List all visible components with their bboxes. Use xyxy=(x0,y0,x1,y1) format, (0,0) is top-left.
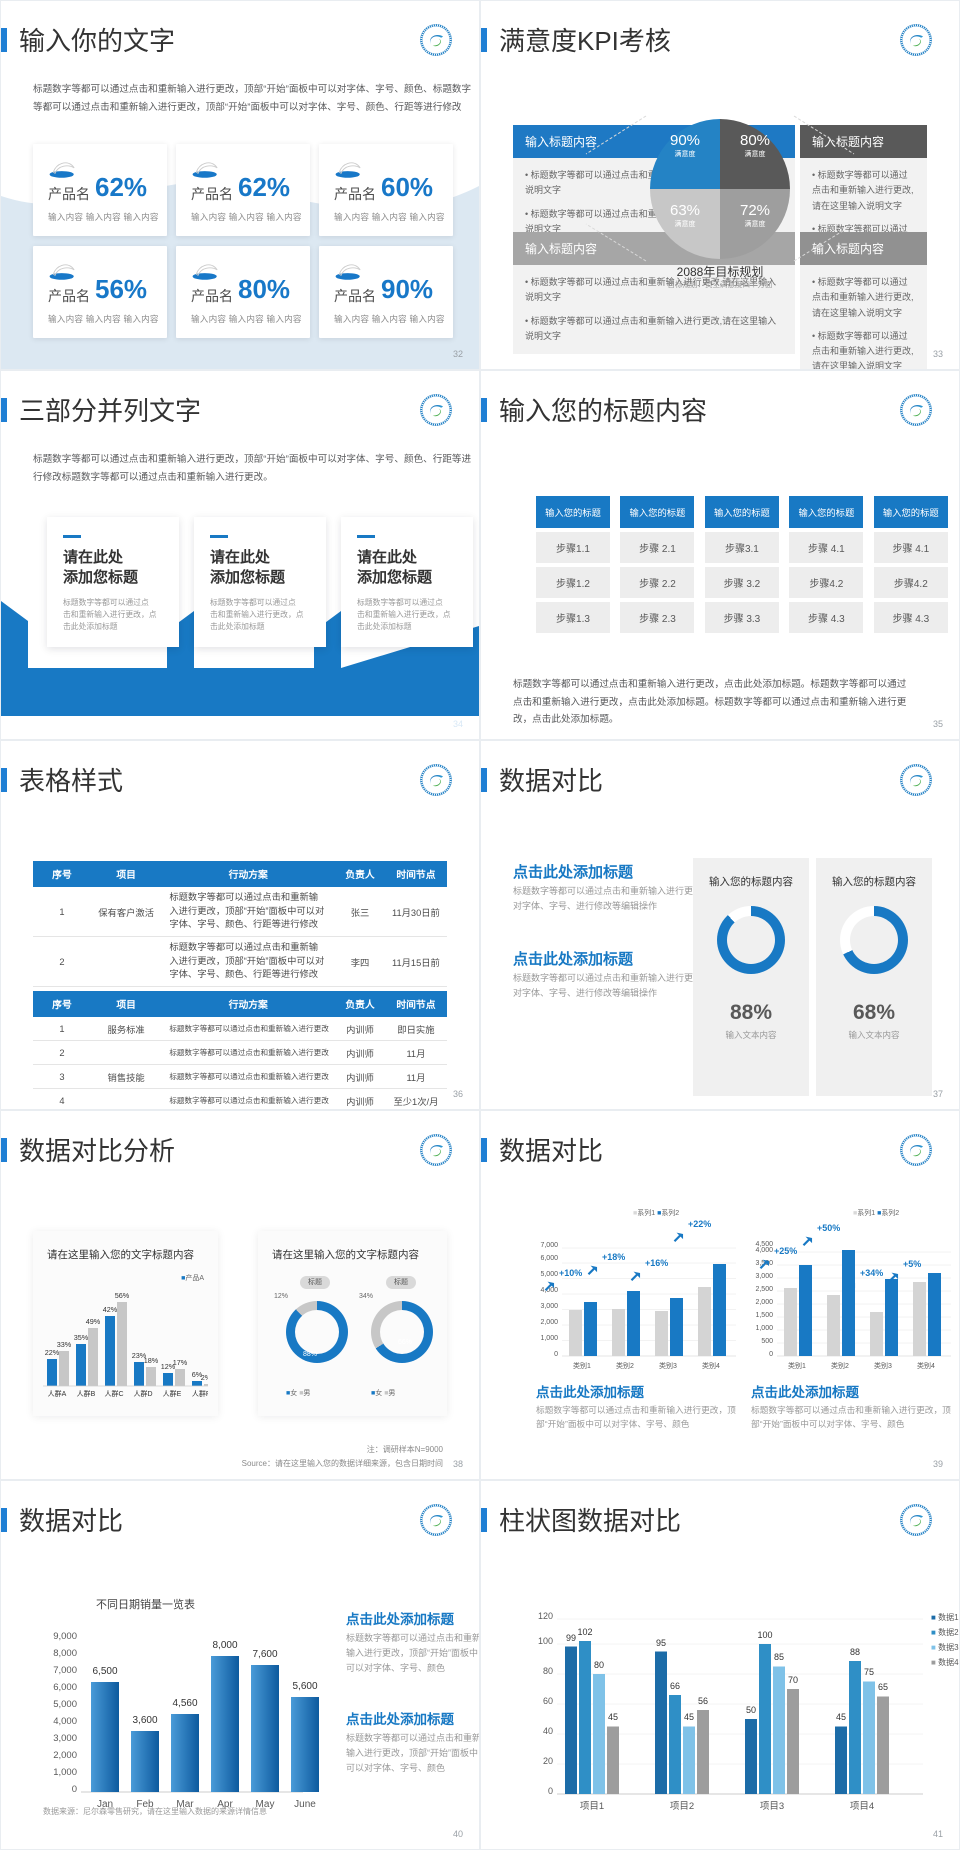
svg-text:1,000: 1,000 xyxy=(53,1767,77,1778)
svg-text:项目4: 项目4 xyxy=(850,1801,874,1812)
svg-text:类别3: 类别3 xyxy=(874,1361,892,1370)
svg-text:100: 100 xyxy=(757,1630,772,1640)
svg-text:5,600: 5,600 xyxy=(292,1681,317,1692)
svg-text:1,000: 1,000 xyxy=(540,1335,558,1342)
svg-text:人群B: 人群B xyxy=(77,1389,96,1398)
svg-text:6,000: 6,000 xyxy=(53,1682,77,1693)
svg-text:45: 45 xyxy=(608,1712,618,1722)
svg-text:70: 70 xyxy=(788,1675,798,1685)
svg-text:100: 100 xyxy=(538,1636,553,1646)
svg-text:类别2: 类别2 xyxy=(616,1361,634,1370)
svg-text:类别1: 类别1 xyxy=(788,1361,806,1370)
svg-text:8,000: 8,000 xyxy=(212,1640,237,1651)
svg-text:类别1: 类别1 xyxy=(573,1361,591,1370)
svg-text:3,600: 3,600 xyxy=(132,1715,157,1726)
svg-text:500: 500 xyxy=(761,1338,773,1345)
svg-text:7,600: 7,600 xyxy=(252,1649,277,1660)
svg-text:3,000: 3,000 xyxy=(53,1733,77,1744)
svg-text:人群D: 人群D xyxy=(133,1389,152,1398)
svg-text:66: 66 xyxy=(670,1681,680,1691)
svg-text:45: 45 xyxy=(836,1712,846,1722)
svg-text:3,000: 3,000 xyxy=(540,1303,558,1310)
svg-text:1,500: 1,500 xyxy=(755,1312,773,1319)
svg-text:17%: 17% xyxy=(173,1358,188,1367)
svg-text:99: 99 xyxy=(566,1633,576,1643)
svg-text:56%: 56% xyxy=(115,1291,130,1300)
svg-text:85: 85 xyxy=(774,1652,784,1662)
svg-text:类别4: 类别4 xyxy=(702,1361,720,1370)
svg-text:4,000: 4,000 xyxy=(755,1247,773,1254)
svg-text:5,000: 5,000 xyxy=(540,1271,558,1278)
svg-text:56: 56 xyxy=(698,1696,708,1706)
svg-text:60: 60 xyxy=(543,1696,553,1706)
svg-text:88: 88 xyxy=(850,1647,860,1657)
svg-text:人群C: 人群C xyxy=(104,1389,123,1398)
svg-text:49%: 49% xyxy=(86,1317,101,1326)
svg-text:4,560: 4,560 xyxy=(172,1698,197,1709)
svg-text:9,000: 9,000 xyxy=(53,1631,77,1642)
svg-text:4,500: 4,500 xyxy=(755,1241,773,1248)
svg-text:80: 80 xyxy=(594,1660,604,1670)
svg-text:6,000: 6,000 xyxy=(540,1255,558,1262)
svg-text:3,000: 3,000 xyxy=(755,1273,773,1280)
svg-text:人群E: 人群E xyxy=(163,1389,182,1398)
svg-text:类别3: 类别3 xyxy=(659,1361,677,1370)
svg-text:0: 0 xyxy=(769,1351,773,1358)
svg-text:6,500: 6,500 xyxy=(92,1666,117,1677)
svg-text:2,500: 2,500 xyxy=(755,1286,773,1293)
svg-text:2,000: 2,000 xyxy=(53,1750,77,1761)
svg-text:80: 80 xyxy=(543,1666,553,1676)
svg-text:项目2: 项目2 xyxy=(670,1801,694,1812)
svg-text:2,000: 2,000 xyxy=(755,1299,773,1306)
svg-text:120: 120 xyxy=(538,1611,553,1621)
svg-text:5,000: 5,000 xyxy=(53,1699,77,1710)
svg-text:65: 65 xyxy=(878,1682,888,1692)
svg-text:项目1: 项目1 xyxy=(580,1801,604,1812)
svg-text:人群F: 人群F xyxy=(192,1389,208,1398)
svg-text:7,000: 7,000 xyxy=(53,1665,77,1676)
svg-text:18%: 18% xyxy=(144,1356,159,1365)
svg-text:2%: 2% xyxy=(201,1373,208,1382)
svg-text:项目3: 项目3 xyxy=(760,1801,784,1812)
svg-text:102: 102 xyxy=(577,1627,592,1637)
svg-text:7,000: 7,000 xyxy=(540,1242,558,1249)
svg-text:0: 0 xyxy=(548,1786,553,1796)
svg-text:4,000: 4,000 xyxy=(53,1716,77,1727)
svg-text:人群A: 人群A xyxy=(48,1389,67,1398)
svg-text:类别2: 类别2 xyxy=(831,1361,849,1370)
svg-text:33%: 33% xyxy=(57,1340,72,1349)
svg-text:2,000: 2,000 xyxy=(540,1319,558,1326)
svg-text:75: 75 xyxy=(864,1667,874,1677)
svg-text:35%: 35% xyxy=(74,1333,89,1342)
svg-text:95: 95 xyxy=(656,1638,666,1648)
svg-text:40: 40 xyxy=(543,1726,553,1736)
svg-text:1,000: 1,000 xyxy=(755,1325,773,1332)
svg-text:0: 0 xyxy=(554,1351,558,1358)
svg-text:50: 50 xyxy=(746,1705,756,1715)
svg-text:类别4: 类别4 xyxy=(917,1361,935,1370)
svg-text:22%: 22% xyxy=(45,1348,60,1357)
svg-text:20: 20 xyxy=(543,1756,553,1766)
svg-text:42%: 42% xyxy=(103,1305,118,1314)
svg-text:45: 45 xyxy=(684,1712,694,1722)
svg-text:8,000: 8,000 xyxy=(53,1648,77,1659)
svg-text:0: 0 xyxy=(72,1784,77,1795)
